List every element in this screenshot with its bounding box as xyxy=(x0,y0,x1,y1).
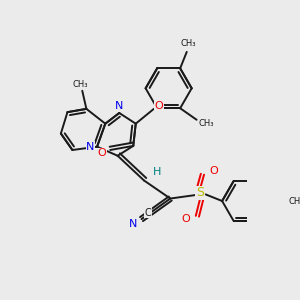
Text: CH₃: CH₃ xyxy=(199,118,214,127)
Text: N: N xyxy=(86,142,95,152)
Text: O: O xyxy=(154,100,163,111)
Text: CH₃: CH₃ xyxy=(73,80,88,89)
Text: CH₃: CH₃ xyxy=(288,196,300,206)
Text: O: O xyxy=(182,214,190,224)
Text: S: S xyxy=(196,186,204,199)
Text: O: O xyxy=(98,148,106,158)
Text: N: N xyxy=(129,219,137,229)
Text: O: O xyxy=(209,167,218,176)
Text: CH₃: CH₃ xyxy=(181,39,196,48)
Text: H: H xyxy=(153,167,161,177)
Text: C: C xyxy=(145,208,152,218)
Text: N: N xyxy=(115,100,124,111)
